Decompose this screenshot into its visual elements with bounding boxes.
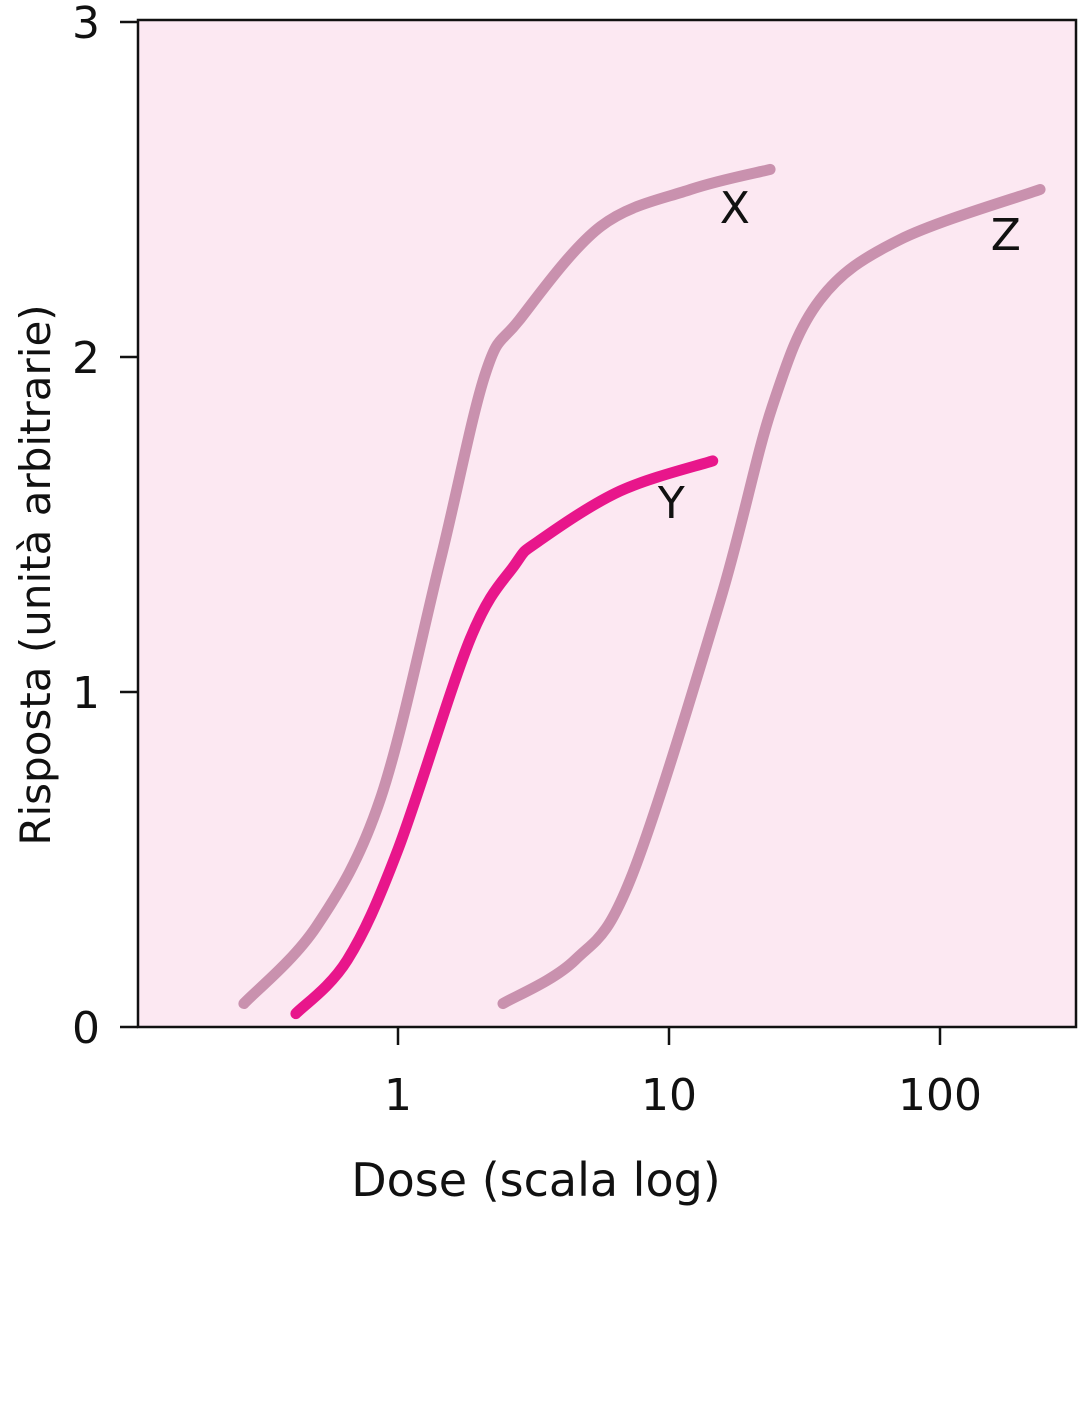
series-label-x: X <box>720 183 750 234</box>
y-tick-label: 3 <box>72 0 100 49</box>
series-label-y: Y <box>657 478 685 529</box>
y-tick-label: 2 <box>72 333 100 384</box>
series-label-z: Z <box>991 210 1021 261</box>
x-tick-label: 1 <box>384 1070 412 1121</box>
x-tick-label: 10 <box>641 1070 697 1121</box>
series-line-z <box>497 184 1046 1010</box>
series-line-x <box>238 163 776 1010</box>
y-tick-label: 0 <box>72 1003 100 1054</box>
y-tick-label: 1 <box>72 668 100 719</box>
plot-area <box>136 18 1078 1029</box>
series-line-y <box>290 455 719 1020</box>
x-tick-label: 100 <box>898 1070 982 1121</box>
y-axis-label: Risposta (unità arbitrarie) <box>11 304 60 845</box>
x-axis-label: Dose (scala log) <box>351 1153 721 1207</box>
